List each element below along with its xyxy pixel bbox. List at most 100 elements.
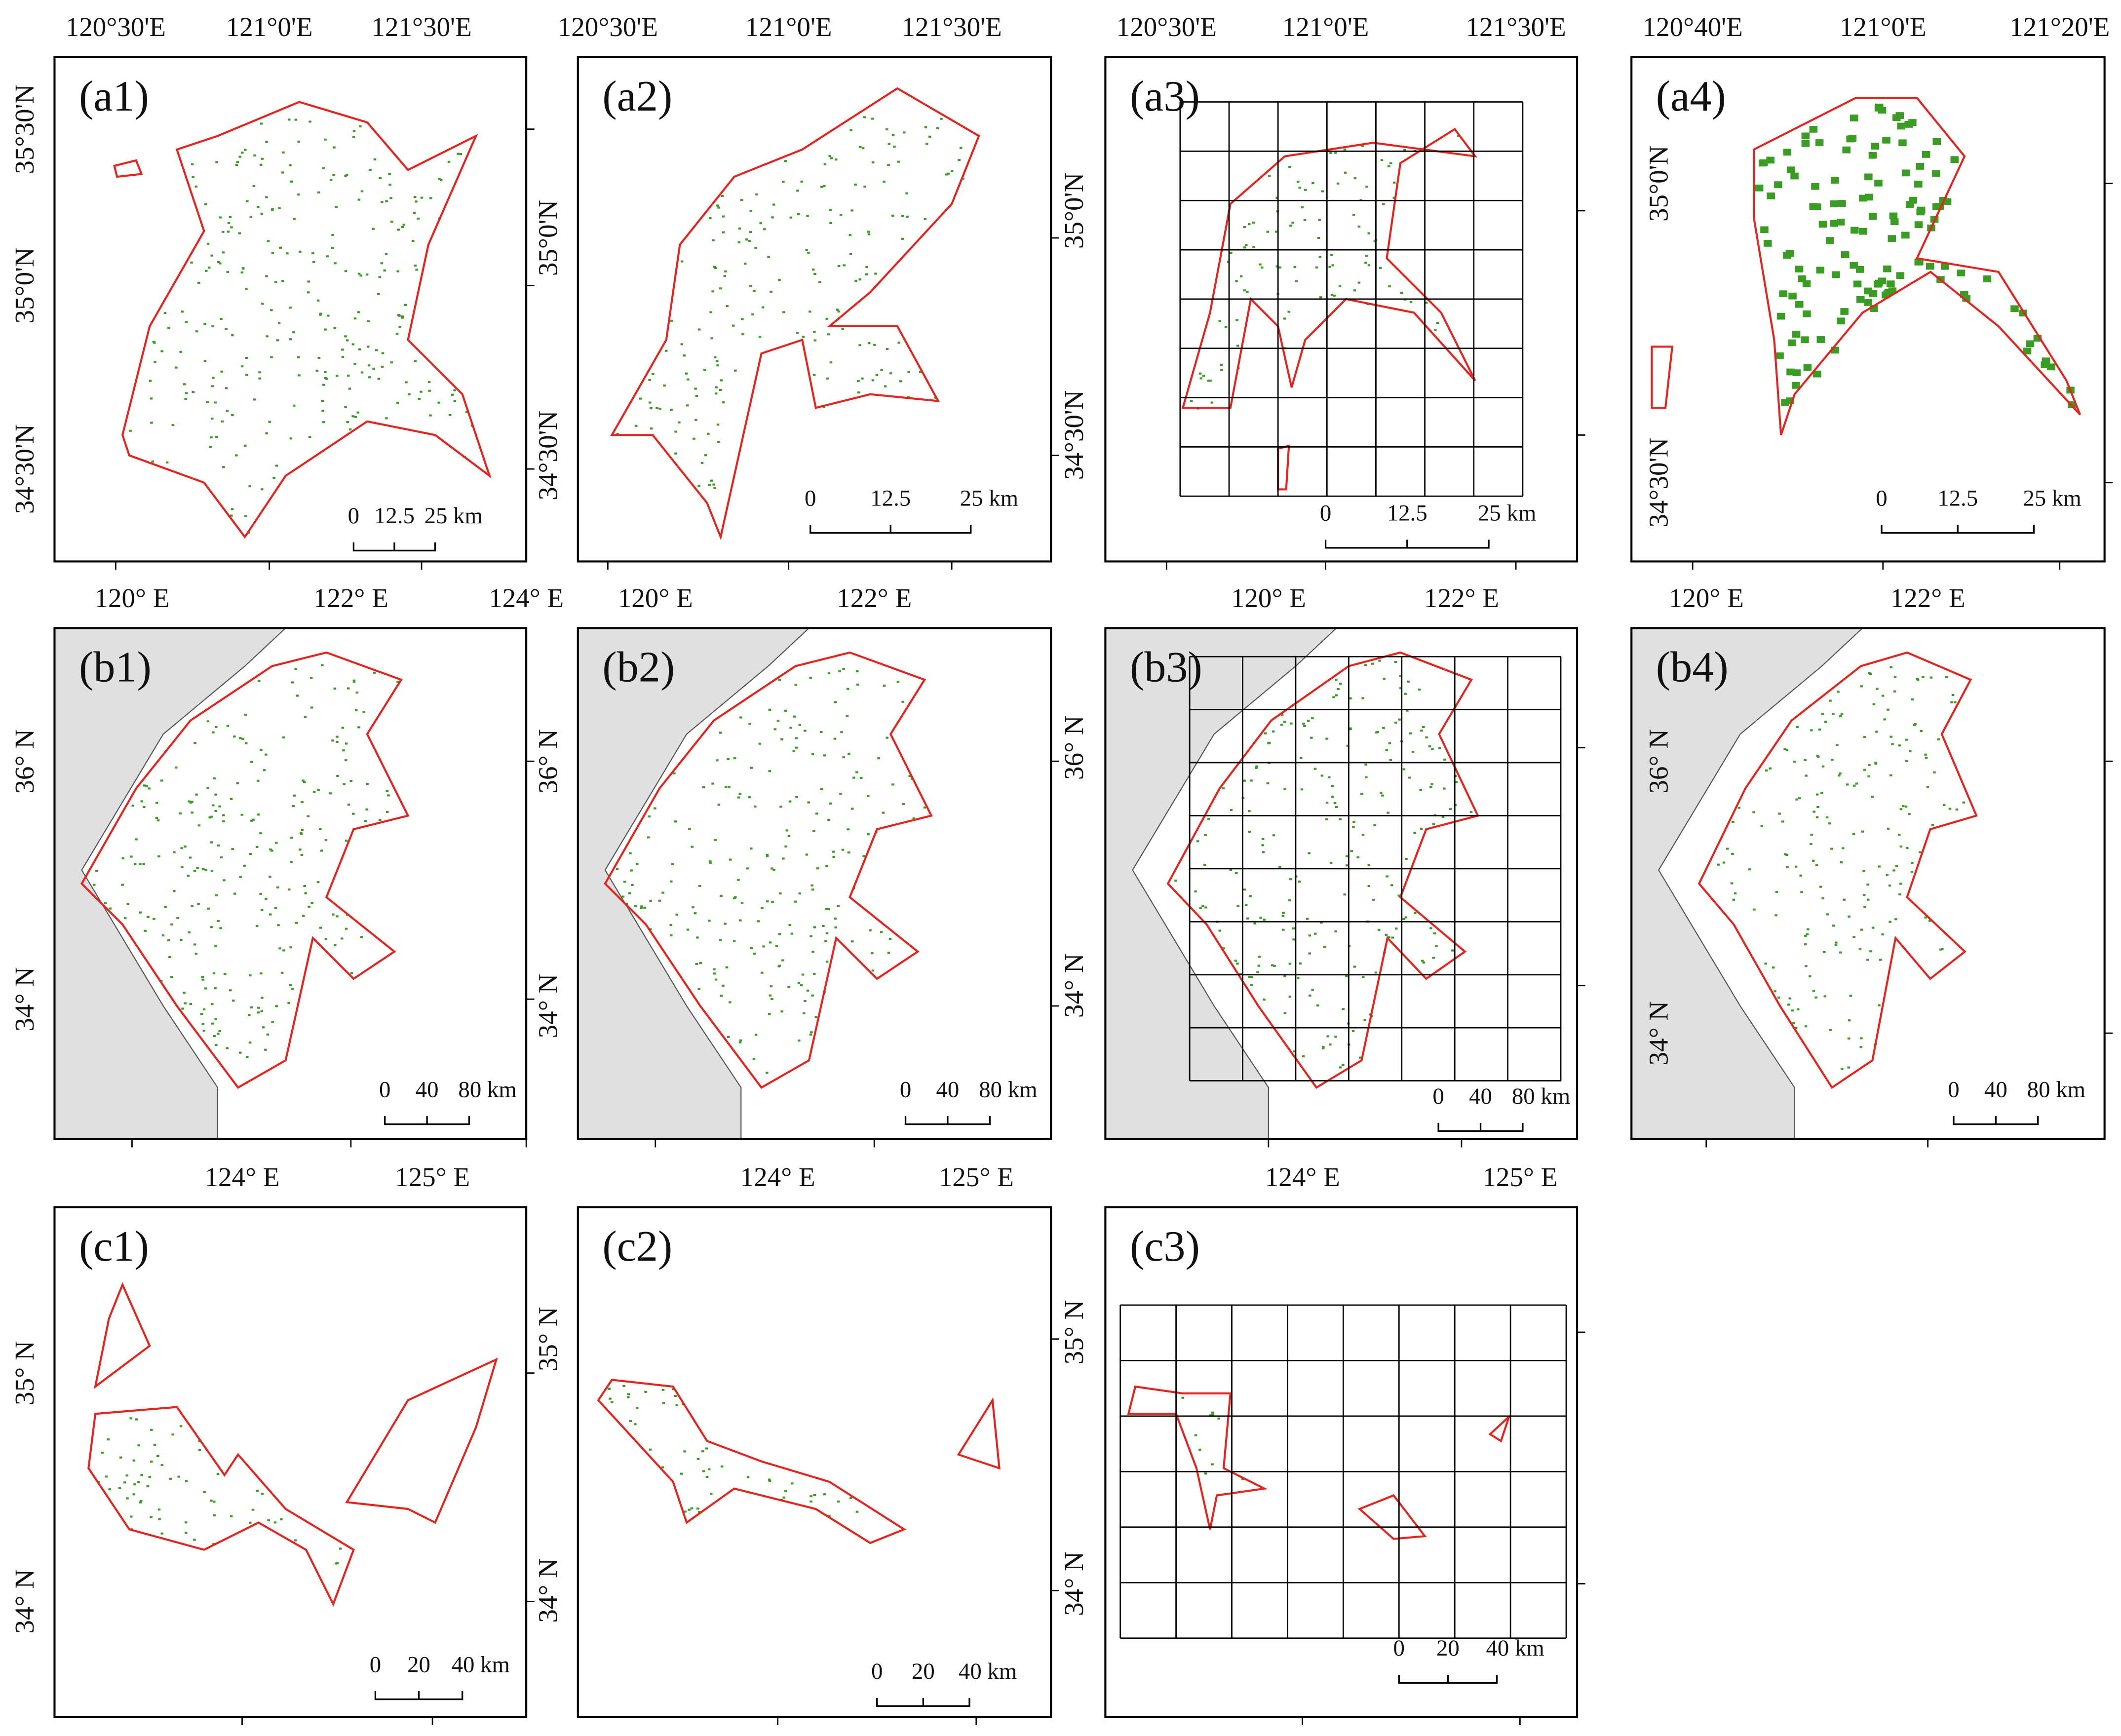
green-pixel <box>129 429 132 432</box>
green-pixel <box>788 800 792 803</box>
green-pixel <box>701 1450 704 1453</box>
green-pixel <box>149 380 152 382</box>
green-pixel <box>1363 1019 1367 1021</box>
green-pixel <box>350 972 353 974</box>
green-pixel <box>153 1443 156 1446</box>
green-pixel <box>1290 722 1293 725</box>
scale-label: 0 <box>871 1659 883 1684</box>
green-pixel <box>1293 1050 1296 1053</box>
green-pixel <box>388 173 391 175</box>
lat-tick-label: 34°30'N <box>1643 438 1673 528</box>
green-pixel <box>1858 947 1862 950</box>
green-pixel <box>1860 928 1863 931</box>
green-pixel <box>1908 813 1911 815</box>
green-pixel <box>789 216 792 219</box>
green-pixel <box>811 888 814 891</box>
green-pixel <box>189 856 192 859</box>
green-pixel <box>215 726 218 729</box>
green-pixel <box>1851 227 1859 234</box>
green-pixel <box>227 222 231 224</box>
green-pixel <box>792 750 796 753</box>
green-pixel <box>1904 806 1908 808</box>
green-pixel <box>126 1497 129 1500</box>
green-pixel <box>789 727 792 729</box>
green-pixel <box>1400 291 1403 294</box>
lat-tick-label: 36° N <box>1643 729 1673 794</box>
green-pixel <box>1855 266 1864 273</box>
green-pixel <box>219 262 222 265</box>
green-pixel <box>1874 179 1883 187</box>
green-pixel <box>1288 963 1292 965</box>
green-pixel <box>858 278 862 281</box>
green-pixel <box>1250 779 1253 782</box>
green-pixel <box>300 853 304 856</box>
green-pixel <box>1209 380 1212 382</box>
panel-label: (c1) <box>79 1222 149 1271</box>
green-pixel <box>829 802 832 805</box>
green-pixel <box>1730 882 1734 885</box>
green-pixel <box>1830 220 1839 227</box>
green-pixel <box>108 1488 112 1491</box>
green-pixel <box>226 270 230 273</box>
map-panel: (c1)124° E 125° E35° N34° N0 20 40 km <box>9 1162 535 1725</box>
green-pixel <box>1255 765 1258 768</box>
green-pixel <box>193 1539 196 1541</box>
green-pixel <box>347 374 350 377</box>
green-pixel <box>261 997 264 999</box>
green-pixel <box>1431 748 1434 750</box>
lon-tick-label: 120°40'E <box>1643 12 1743 42</box>
green-pixel <box>465 411 468 413</box>
green-pixel <box>1283 317 1286 320</box>
green-pixel <box>1933 771 1936 773</box>
green-pixel <box>1302 1055 1305 1058</box>
green-pixel <box>1236 345 1239 347</box>
green-pixel <box>1377 928 1381 931</box>
green-pixel <box>837 265 841 268</box>
green-pixel <box>1868 672 1871 674</box>
green-pixel <box>223 879 226 882</box>
green-pixel <box>180 847 183 849</box>
green-pixel <box>179 812 182 814</box>
green-pixel <box>700 462 704 464</box>
green-pixel <box>674 452 677 455</box>
scale-bar <box>1398 1675 1498 1684</box>
green-pixel <box>1241 1478 1244 1480</box>
green-pixel <box>1337 688 1340 691</box>
green-pixel <box>1298 187 1301 189</box>
green-pixel <box>859 776 863 779</box>
scale-bar <box>904 1116 991 1125</box>
green-pixel <box>196 867 199 869</box>
green-pixel <box>1753 908 1756 911</box>
lon-tick-label: 121°0'E <box>1840 12 1927 42</box>
green-pixel <box>296 694 299 697</box>
green-pixel <box>1321 190 1324 193</box>
green-pixel <box>210 1499 213 1502</box>
green-pixel <box>1929 676 1933 679</box>
green-pixel <box>722 401 725 404</box>
green-pixel <box>704 454 707 457</box>
green-pixel <box>212 377 215 379</box>
green-pixel <box>1890 735 1892 738</box>
green-pixel <box>710 479 713 482</box>
green-pixel <box>310 902 314 904</box>
green-pixel <box>810 935 812 937</box>
scale-label: 25 km <box>1478 501 1536 526</box>
green-pixel <box>1201 905 1204 907</box>
green-pixel <box>1784 853 1787 855</box>
green-pixel <box>739 919 742 922</box>
green-pixel <box>802 1012 806 1014</box>
green-pixel <box>211 385 214 387</box>
green-pixel <box>317 191 320 193</box>
green-pixel <box>213 1501 216 1503</box>
green-pixel <box>155 802 158 804</box>
green-pixel <box>1339 818 1342 820</box>
green-pixel <box>1346 864 1349 867</box>
green-pixel <box>719 388 722 391</box>
green-pixel <box>1766 156 1774 164</box>
boundary <box>1488 1416 1510 1443</box>
green-pixel <box>749 285 752 287</box>
green-pixel <box>793 715 796 718</box>
green-pixel <box>713 266 716 268</box>
green-pixel <box>429 197 432 199</box>
green-pixel <box>206 401 209 403</box>
